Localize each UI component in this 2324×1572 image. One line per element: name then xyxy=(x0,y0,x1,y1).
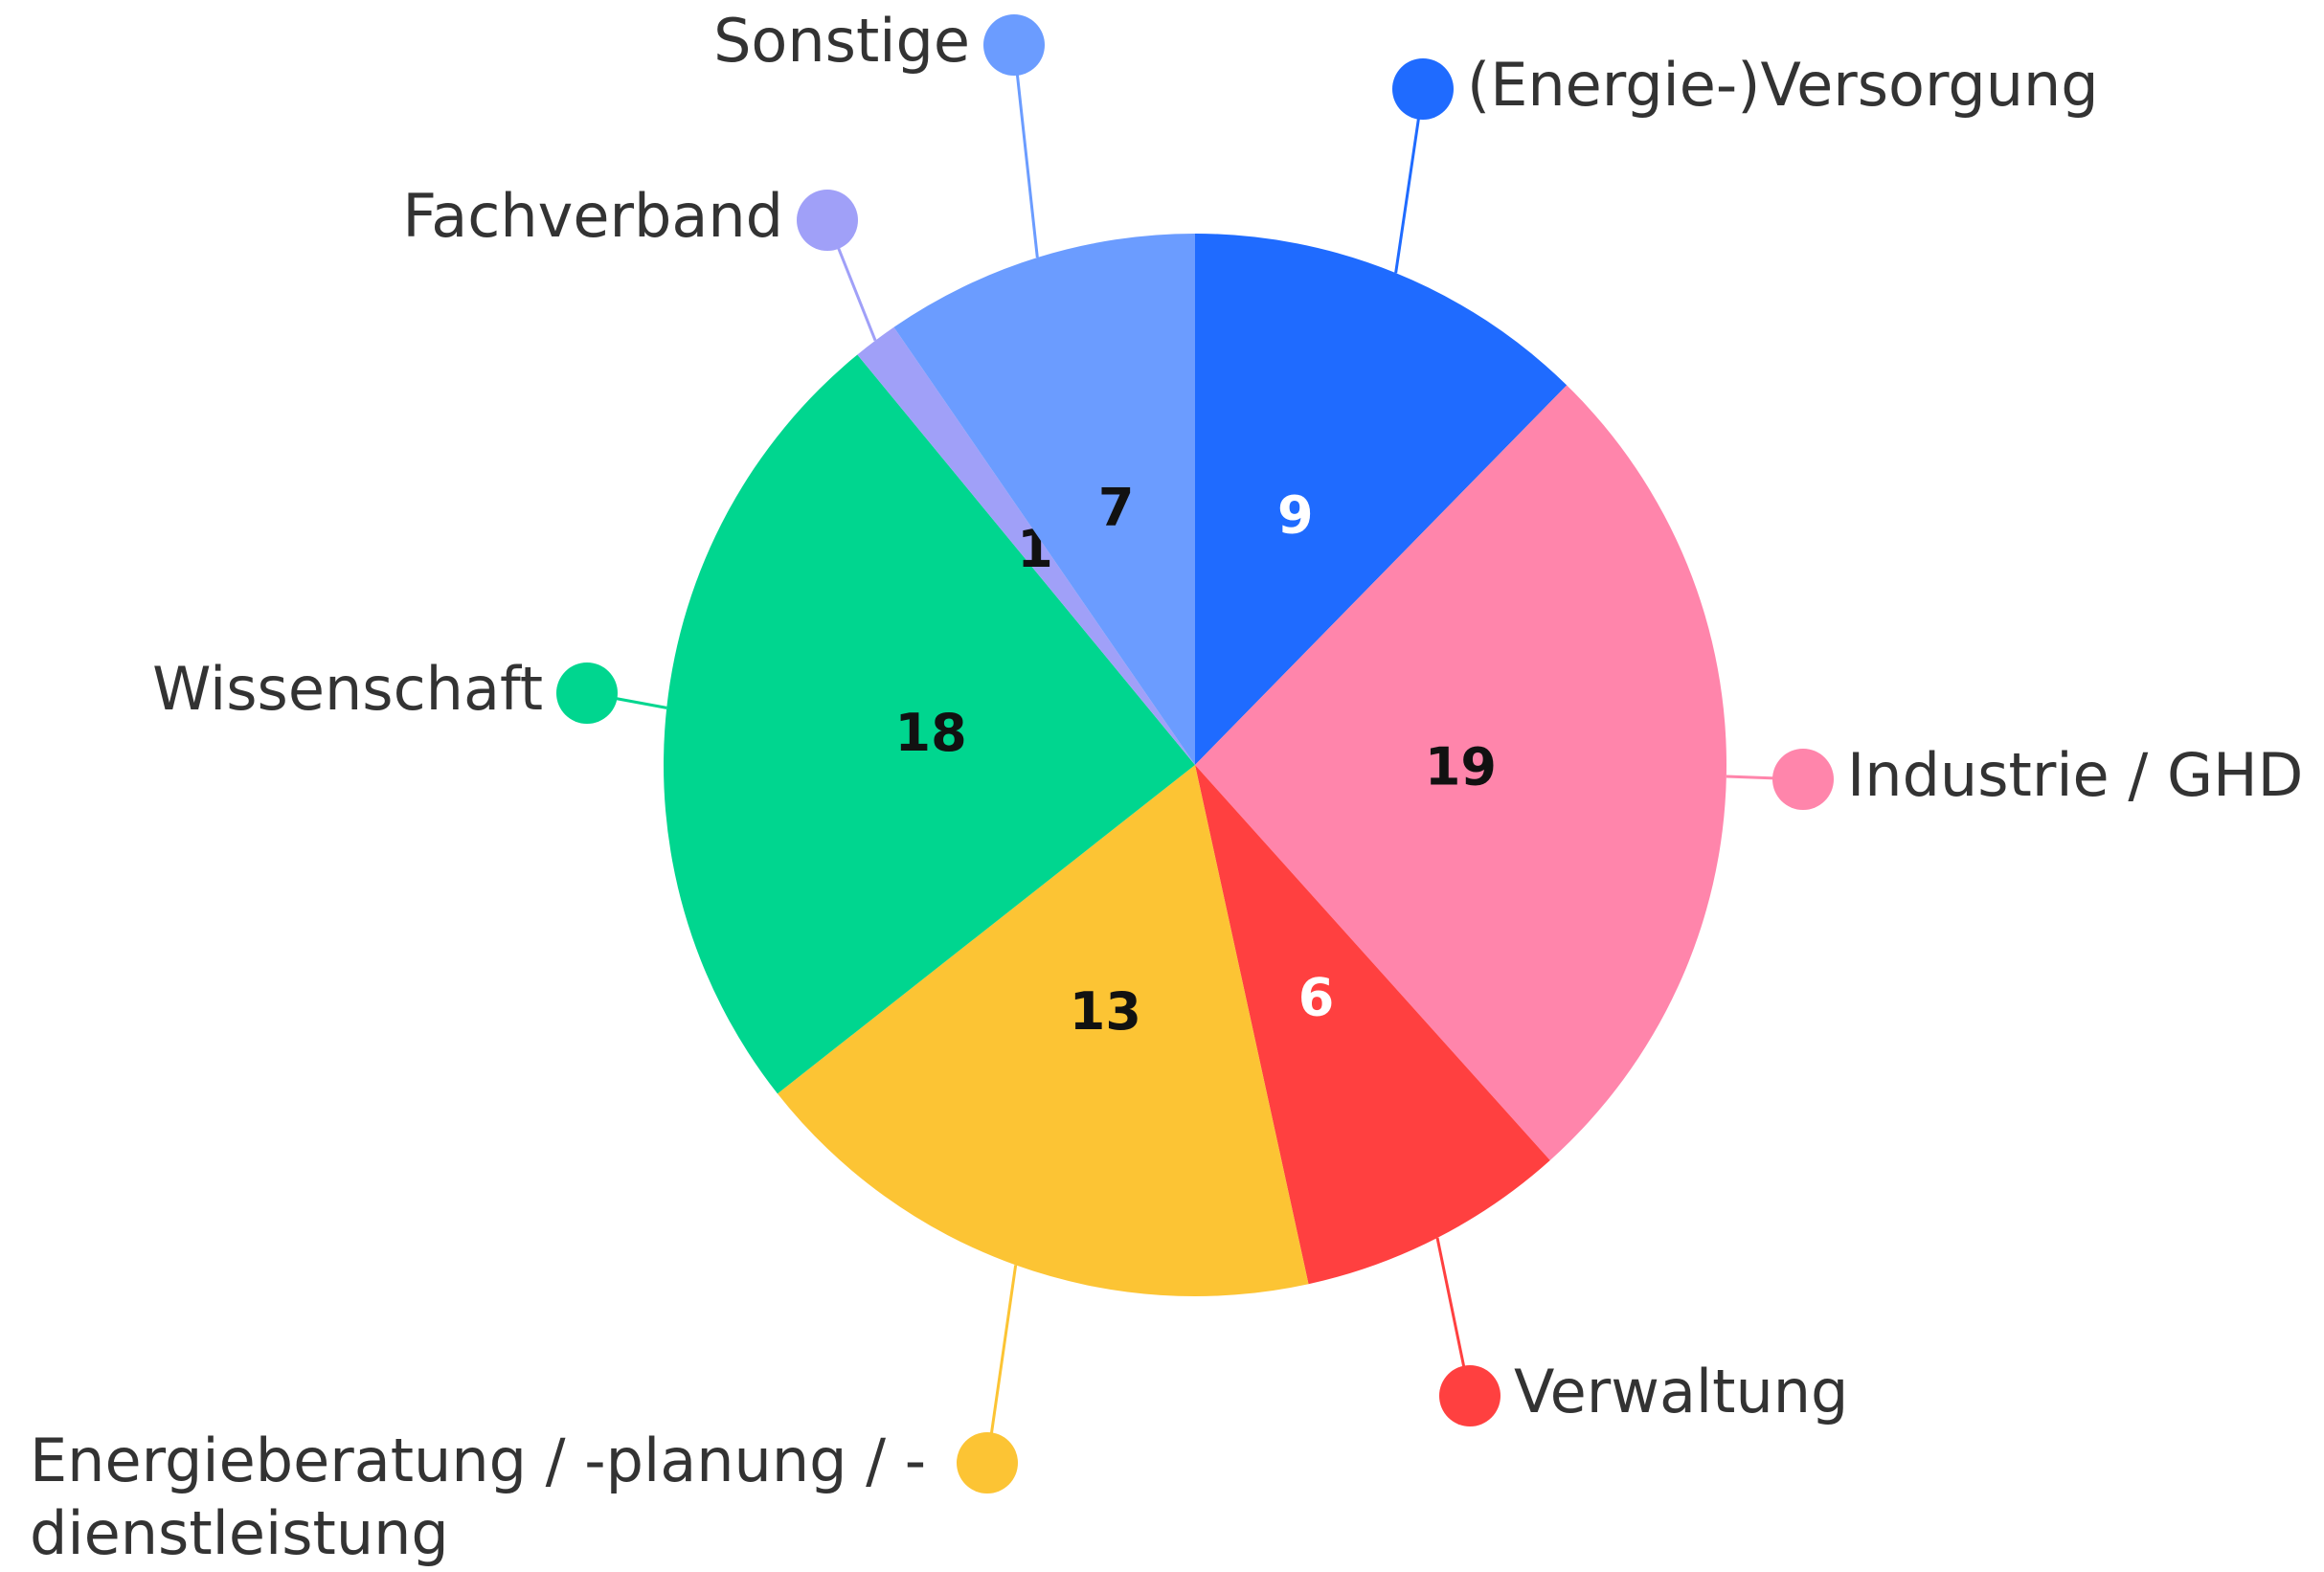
value-label: 18 xyxy=(895,703,967,763)
category-label: (Energie-)Versorgung xyxy=(1467,50,2099,120)
pie-slice xyxy=(777,765,1309,1296)
legend-dot xyxy=(957,1432,1018,1493)
category-label: Energieberatung / -planung / - dienstlei… xyxy=(30,1426,927,1568)
pie-slice xyxy=(1195,765,1550,1285)
pie-slice xyxy=(664,354,1195,1094)
pie-slice xyxy=(857,326,1195,765)
category-label: Wissenschaft xyxy=(152,654,543,724)
pie-slice xyxy=(1195,385,1726,1160)
value-label: 7 xyxy=(1098,478,1135,538)
value-label: 9 xyxy=(1277,485,1314,546)
legend-dot xyxy=(1772,749,1834,810)
pie-slice xyxy=(1195,234,1568,765)
pie-slice xyxy=(893,234,1195,765)
legend-dot xyxy=(1392,58,1454,120)
category-label: Fachverband xyxy=(402,181,783,251)
value-label: 19 xyxy=(1425,737,1497,797)
value-label: 13 xyxy=(1070,981,1141,1042)
leader-line xyxy=(1012,44,1039,258)
legend-dot xyxy=(1439,1365,1500,1426)
legend-dot xyxy=(797,190,858,251)
category-label: Sonstige xyxy=(713,6,970,76)
leader-line xyxy=(985,1265,1018,1464)
leader-line xyxy=(1394,88,1425,274)
value-label: 6 xyxy=(1298,968,1335,1028)
legend-dot xyxy=(983,14,1045,76)
legend-dot xyxy=(556,662,618,724)
category-label: Verwaltung xyxy=(1514,1357,1848,1426)
category-label: Industrie / GHD xyxy=(1847,740,2303,810)
